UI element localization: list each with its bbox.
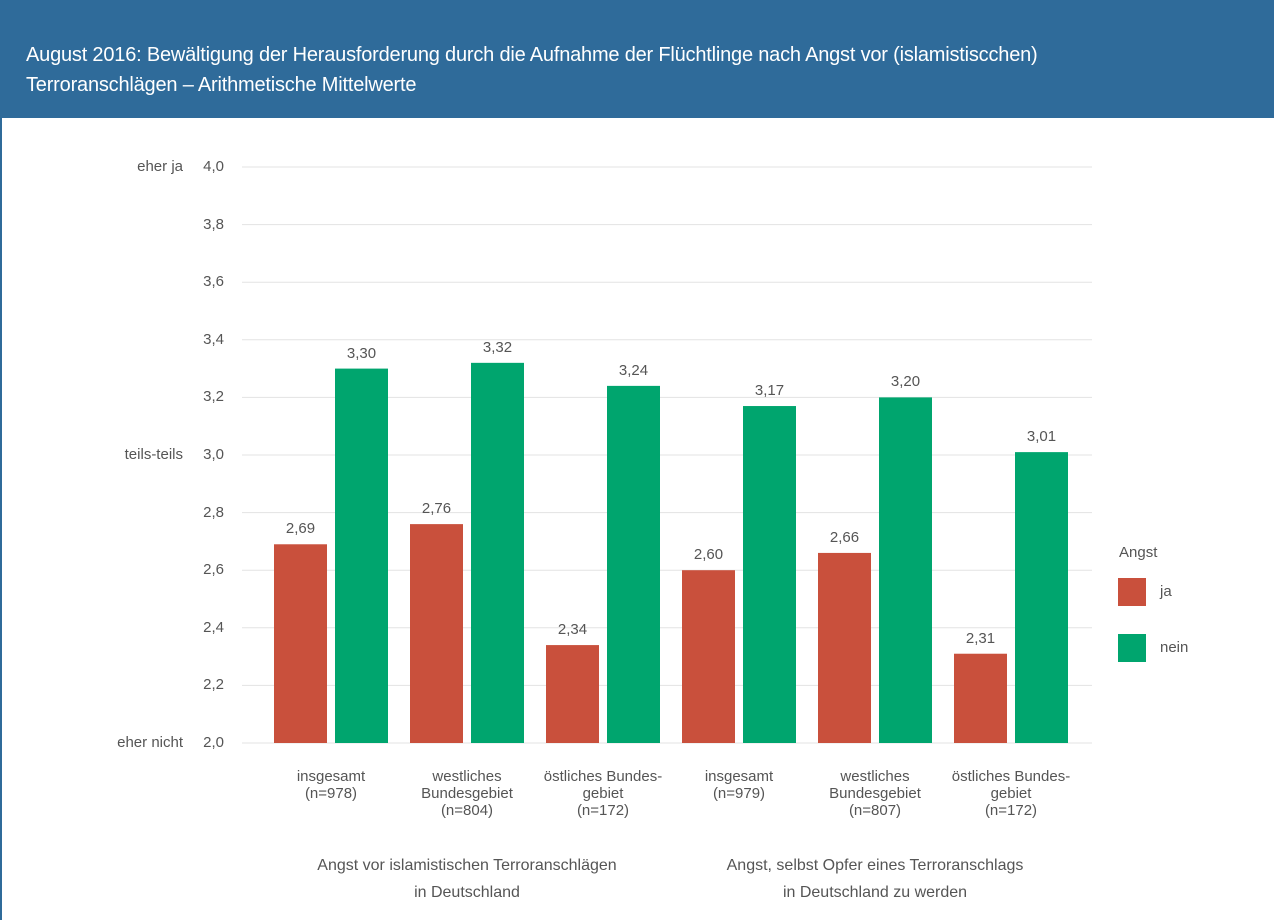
bar — [743, 406, 796, 743]
bar — [954, 653, 1007, 743]
value-label: 3,24 — [618, 361, 649, 379]
value-label: 3,30 — [346, 344, 377, 362]
bar — [335, 368, 388, 743]
y-tick-label: 3,6 — [203, 273, 224, 291]
chart-title: August 2016: Bewältigung der Herausforde… — [26, 44, 1038, 96]
value-label: 3,20 — [890, 373, 921, 391]
value-label: 2,76 — [421, 500, 452, 518]
y-tick-label: 3,2 — [203, 388, 224, 406]
value-label: 2,66 — [829, 528, 860, 546]
x-tick-label: östliches Bundes- gebiet (n=172) — [951, 768, 1071, 819]
y-tick-label: 2,0 — [203, 734, 224, 751]
value-label: 2,60 — [693, 546, 724, 564]
value-label: 2,31 — [965, 629, 996, 647]
bar — [274, 544, 327, 743]
legend-label: nein — [1160, 639, 1189, 656]
y-annotation: teils-teils — [124, 446, 183, 463]
legend-label: ja — [1160, 583, 1172, 600]
y-tick-label: 3,0 — [203, 446, 224, 463]
y-annotation: eher ja — [137, 158, 183, 175]
bar — [607, 385, 660, 743]
x-tick-label: westliches Bundesgebiet (n=804) — [421, 768, 513, 819]
bar — [682, 570, 735, 743]
legend-swatch — [1118, 634, 1146, 662]
y-tick-label: 2,6 — [203, 561, 224, 579]
y-tick-label: 3,8 — [203, 215, 224, 233]
value-label: 2,34 — [557, 621, 588, 639]
y-annotation: eher nicht — [117, 734, 183, 751]
y-tick-label: 3,4 — [203, 330, 224, 348]
bar — [546, 645, 599, 743]
bar — [1015, 452, 1068, 743]
value-label: 3,01 — [1026, 428, 1057, 446]
bar — [471, 362, 524, 743]
bar — [879, 397, 932, 743]
legend-title: Angst — [1119, 544, 1158, 561]
y-tick-label: 2,2 — [203, 676, 224, 694]
x-tick-label: insgesamt (n=978) — [296, 768, 366, 802]
header-bar — [2, 0, 1274, 118]
y-tick-label: 2,8 — [203, 503, 224, 521]
bar — [818, 552, 871, 743]
group-label: Angst, selbst Opfer eines Terroranschlag… — [726, 857, 1024, 901]
x-tick-label: insgesamt (n=979) — [704, 768, 774, 802]
y-tick-label: 4,0 — [203, 158, 224, 175]
value-label: 2,69 — [285, 520, 316, 538]
x-tick-label: westliches Bundesgebiet (n=807) — [829, 768, 921, 819]
legend-swatch — [1118, 578, 1146, 606]
x-tick-label: östliches Bundes- gebiet (n=172) — [543, 768, 663, 819]
value-label: 3,17 — [754, 382, 785, 400]
bar — [410, 524, 463, 743]
value-label: 3,32 — [482, 338, 513, 356]
group-label: Angst vor islamistischen Terroranschläge… — [317, 857, 617, 901]
y-tick-label: 2,4 — [203, 618, 224, 636]
